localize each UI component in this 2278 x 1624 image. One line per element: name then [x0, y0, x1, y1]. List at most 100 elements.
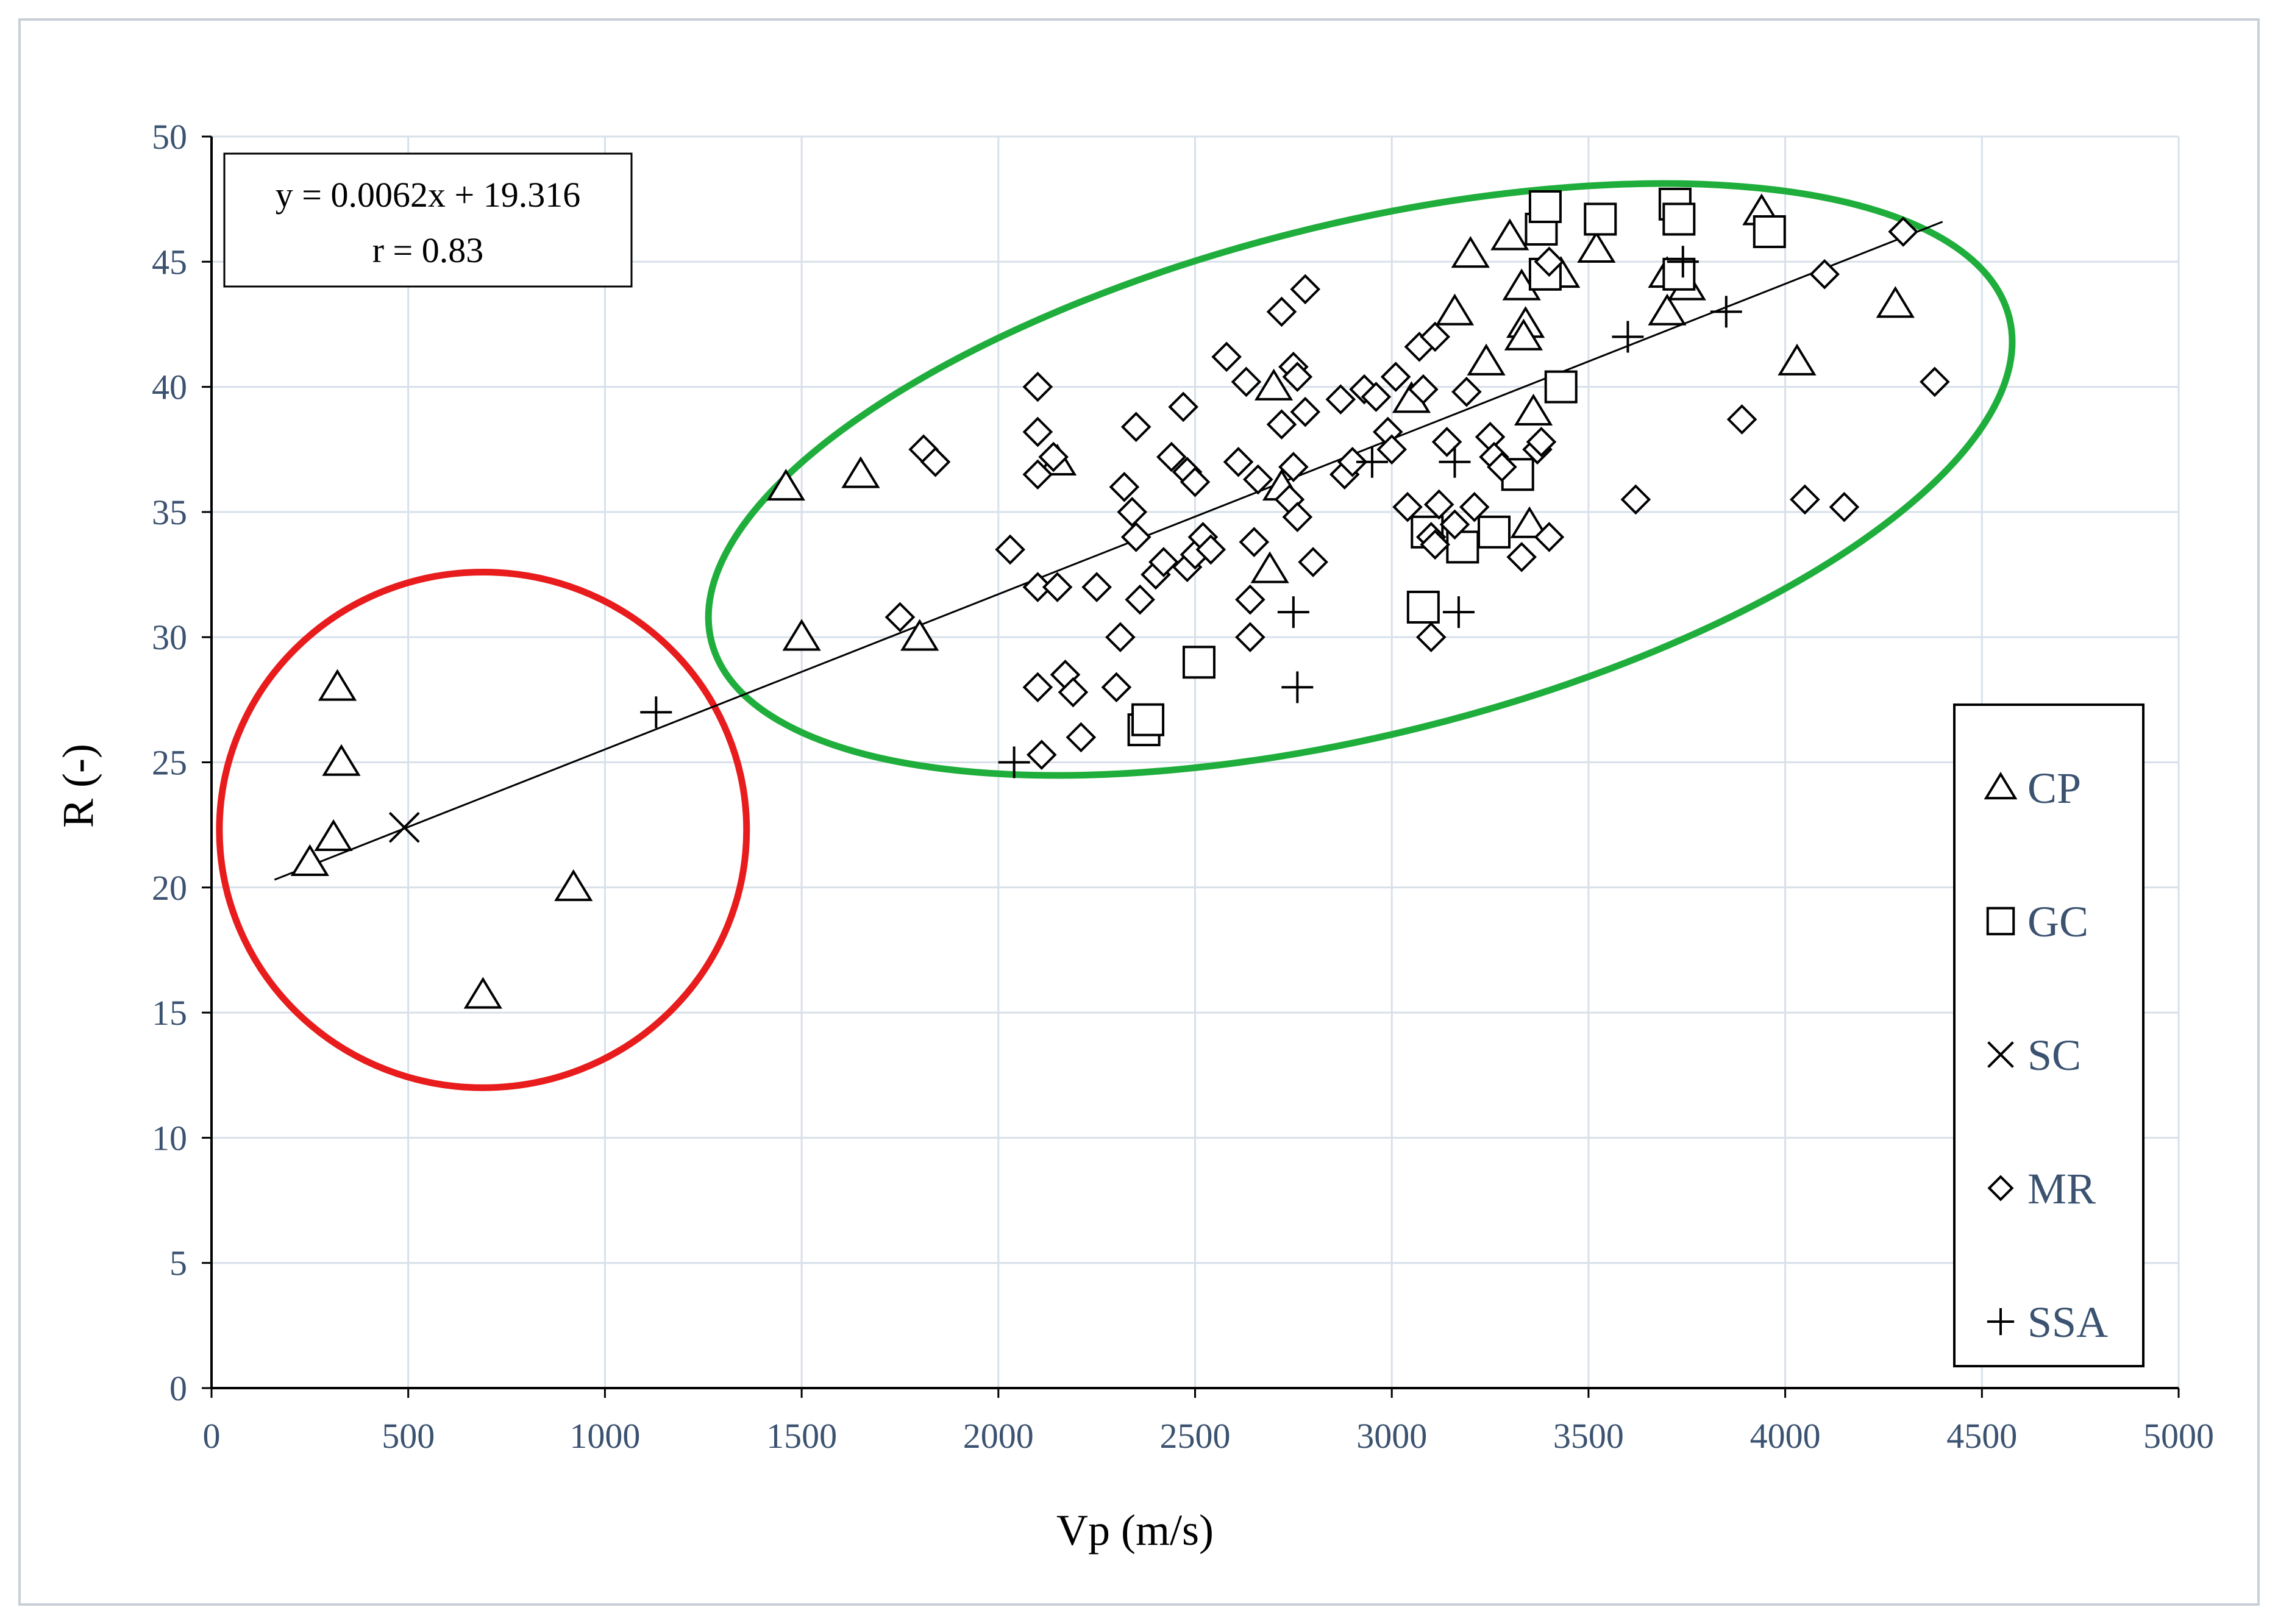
point-ssa — [1710, 296, 1742, 328]
point-mr — [1117, 497, 1148, 527]
point-cp — [1435, 293, 1475, 326]
regression-trendline — [274, 221, 1943, 881]
legend-label: CP — [2027, 764, 2081, 813]
x-tick-label: 3000 — [1356, 1416, 1427, 1456]
point-cp — [554, 869, 593, 902]
y-tick-label: 0 — [169, 1369, 187, 1408]
legend-marker-square-icon — [1986, 906, 2015, 936]
legend-item-mr: MR — [1987, 1164, 2096, 1213]
point-mr — [1026, 739, 1057, 771]
point-cp — [1451, 236, 1490, 268]
legend-marker-x-icon — [1987, 1041, 2014, 1068]
x-tick-label: 0 — [203, 1416, 221, 1456]
point-mr — [1888, 216, 1919, 247]
point-mr — [1278, 452, 1309, 482]
y-tick-label: 5 — [169, 1244, 187, 1283]
point-mr — [1239, 527, 1270, 558]
red-cluster-ellipse — [216, 568, 750, 1091]
legend-item-cp: CP — [1984, 764, 2081, 813]
point-cp — [1250, 551, 1289, 583]
point-mr — [1180, 466, 1211, 497]
y-tick-label: 50 — [152, 117, 187, 157]
series-mr — [885, 216, 1950, 771]
point-mr — [1022, 672, 1053, 703]
legend-marker-diamond-icon — [1987, 1175, 2014, 1202]
point-ssa — [1356, 446, 1388, 478]
point-cp — [1648, 293, 1687, 326]
point-mr — [1022, 572, 1053, 602]
legend-label: SC — [2027, 1031, 2081, 1080]
point-ssa — [1439, 446, 1471, 478]
legend-item-ssa: SSA — [1987, 1298, 2108, 1347]
point-gc — [1584, 202, 1617, 236]
point-cp — [1514, 393, 1553, 426]
point-mr — [1195, 534, 1226, 565]
point-mr — [1290, 274, 1321, 305]
point-mr — [1125, 584, 1155, 615]
point-gc — [1478, 515, 1511, 549]
point-mr — [1120, 411, 1151, 443]
data-points — [290, 187, 1950, 1009]
point-mr — [1266, 296, 1297, 327]
point-mr — [1168, 391, 1198, 422]
legend-label: SSA — [2027, 1298, 2108, 1347]
point-mr — [1290, 396, 1321, 427]
x-tick-label: 1000 — [569, 1416, 640, 1456]
point-mr — [1526, 427, 1557, 457]
point-mr — [1298, 547, 1328, 577]
point-gc — [1501, 458, 1534, 491]
point-mr — [1120, 522, 1151, 552]
point-mr — [1920, 366, 1950, 397]
point-mr — [1066, 722, 1097, 753]
legend-item-gc: GC — [1986, 897, 2088, 946]
point-cp — [1490, 218, 1529, 251]
point-ssa — [1281, 671, 1314, 703]
point-cp — [1577, 230, 1616, 263]
legend-label: MR — [2027, 1164, 2096, 1213]
point-mr — [1431, 427, 1462, 457]
point-mr — [1408, 374, 1439, 405]
point-cp — [314, 819, 353, 851]
equation-box: y = 0.0062x + 19.316 r = 0.83 — [223, 152, 633, 288]
point-mr — [1282, 361, 1313, 393]
point-mr — [1361, 382, 1392, 412]
point-mr — [1282, 502, 1313, 532]
legend-marker-plus-icon — [1987, 1308, 2015, 1336]
legend-border — [1953, 703, 2145, 1367]
point-mr — [885, 602, 916, 633]
point-mr — [1534, 522, 1565, 552]
point-mr — [1022, 371, 1053, 402]
x-tick-label: 2500 — [1160, 1416, 1231, 1456]
point-ssa — [1612, 321, 1644, 353]
point-cp — [463, 977, 502, 1009]
x-tick-label: 1500 — [766, 1416, 837, 1456]
point-cp — [322, 744, 361, 776]
point-mr — [1376, 434, 1408, 465]
point-mr — [1042, 572, 1073, 602]
point-mr — [1420, 529, 1451, 560]
point-mr — [1109, 472, 1140, 502]
x-tick-label: 500 — [382, 1416, 435, 1456]
y-tick-label: 20 — [152, 868, 187, 908]
series-ssa — [640, 246, 1742, 778]
point-mr — [1101, 672, 1132, 703]
point-mr — [1081, 572, 1112, 602]
point-cp — [900, 619, 939, 651]
point-mr — [1038, 441, 1069, 472]
trendline-layer — [274, 221, 1943, 881]
point-mr — [1790, 484, 1820, 515]
point-cp — [318, 669, 357, 701]
y-tick-label: 30 — [152, 618, 187, 657]
point-gc — [1131, 703, 1165, 736]
point-ssa — [1277, 596, 1309, 629]
point-mr — [1337, 446, 1368, 477]
green-cluster-ellipse — [705, 180, 2016, 779]
point-mr — [1534, 246, 1565, 277]
x-tick-label: 4000 — [1750, 1416, 1821, 1456]
x-tick-label: 5000 — [2143, 1416, 2214, 1456]
grid-lines — [212, 135, 2180, 1388]
point-mr — [1380, 361, 1411, 393]
y-tick-label: 25 — [152, 743, 187, 783]
series-cp — [290, 193, 1915, 1009]
y-axis-title: R (-) — [54, 744, 102, 828]
